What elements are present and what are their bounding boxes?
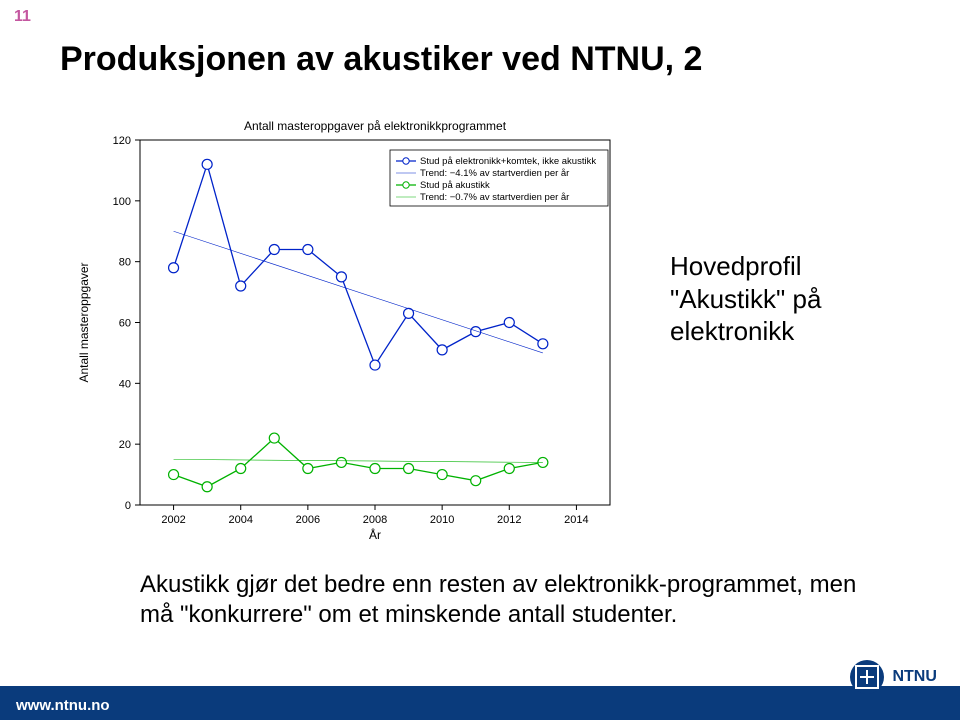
svg-text:Stud på akustikk: Stud på akustikk	[420, 180, 490, 191]
side-line-3: elektronikk	[670, 315, 821, 348]
svg-text:100: 100	[113, 196, 131, 208]
ntnu-logo-text: NTNU	[892, 668, 936, 686]
side-annotation: Hovedprofil "Akustikk" på elektronikk	[670, 250, 821, 348]
slide: 11 Produksjonen av akustiker ved NTNU, 2…	[0, 0, 960, 720]
svg-text:2006: 2006	[296, 514, 320, 526]
svg-text:80: 80	[119, 257, 131, 269]
ntnu-logo-icon	[850, 660, 884, 694]
svg-text:2002: 2002	[161, 514, 185, 526]
svg-text:2004: 2004	[228, 514, 252, 526]
svg-text:Trend: −0.7% av startverdien p: Trend: −0.7% av startverdien per år	[420, 192, 569, 203]
side-line-1: Hovedprofil	[670, 250, 821, 283]
svg-text:Trend: −4.1% av startverdien p: Trend: −4.1% av startverdien per år	[420, 168, 569, 179]
body-text: Akustikk gjør det bedre enn resten av el…	[140, 570, 860, 630]
svg-text:2014: 2014	[564, 514, 588, 526]
svg-text:År: År	[369, 527, 381, 542]
svg-text:20: 20	[119, 439, 131, 451]
ntnu-logo: NTNU	[850, 660, 942, 696]
svg-text:Antall masteroppgaver på elekt: Antall masteroppgaver på elektronikkprog…	[244, 119, 507, 133]
svg-text:0: 0	[125, 500, 131, 512]
footer-bar: www.ntnu.no	[0, 686, 960, 720]
svg-text:2010: 2010	[430, 514, 454, 526]
svg-text:120: 120	[113, 135, 131, 147]
slide-number: 11	[14, 8, 31, 26]
side-line-2: "Akustikk" på	[670, 283, 821, 316]
footer-url: www.ntnu.no	[16, 697, 110, 714]
chart-svg: 2002 2004 2006 2008 2010 2012 2014 0 20 40 60 80 100…	[70, 110, 630, 550]
svg-text:Stud på elektronikk+komtek, ik: Stud på elektronikk+komtek, ikke akustik…	[420, 156, 596, 167]
svg-text:2012: 2012	[497, 514, 521, 526]
chart: 2002 2004 2006 2008 2010 2012 2014 0 20 40 60 80 100…	[70, 110, 630, 550]
svg-text:Antall masteroppgaver: Antall masteroppgaver	[77, 262, 91, 382]
svg-text:2008: 2008	[363, 514, 387, 526]
svg-text:60: 60	[119, 318, 131, 330]
page-title: Produksjonen av akustiker ved NTNU, 2	[60, 40, 702, 79]
svg-text:40: 40	[119, 378, 131, 390]
